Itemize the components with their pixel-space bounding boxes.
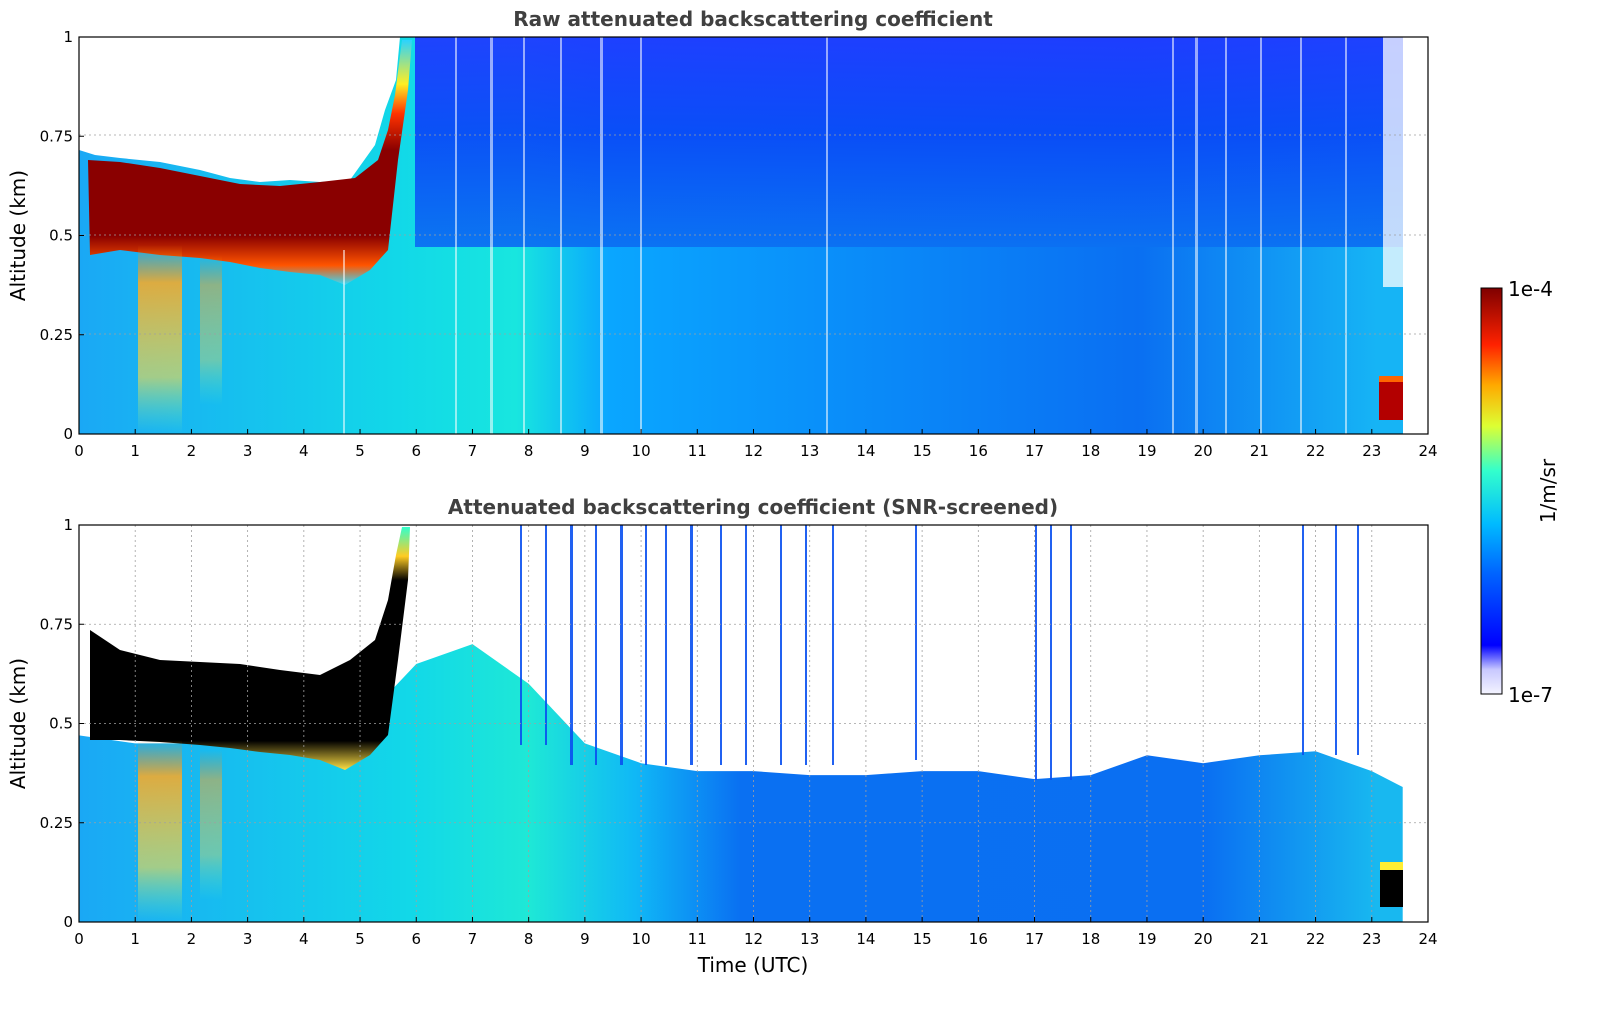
x-tick-label: 3 [243, 442, 253, 460]
panel-raw-ylabel: Altitude (km) [6, 170, 30, 301]
x-tick-label: 22 [1306, 930, 1325, 948]
x-tick-label: 4 [299, 442, 309, 460]
x-tick-label: 16 [969, 442, 988, 460]
x-tick-label: 1 [130, 442, 140, 460]
x-tick-label: 23 [1362, 930, 1381, 948]
panel-screened-ylabel: Altitude (km) [6, 658, 30, 789]
x-tick-label: 15 [913, 442, 932, 460]
x-tick-label: 11 [688, 442, 707, 460]
x-tick-label: 9 [580, 930, 590, 948]
y-tick-label: 0 [63, 913, 73, 931]
colorbar-unit-label: 1/m/sr [1536, 458, 1560, 523]
x-tick-label: 7 [468, 930, 478, 948]
raw-plume-1 [138, 245, 182, 434]
x-tick-label: 15 [913, 930, 932, 948]
screened-base-field [79, 644, 1403, 922]
x-axis-label: Time (UTC) [697, 953, 809, 977]
x-tick-label: 5 [355, 442, 365, 460]
screened-plume-1 [138, 740, 182, 922]
panel-screened-title: Attenuated backscattering coefficient (S… [448, 495, 1058, 519]
x-tick-label: 12 [744, 442, 763, 460]
x-tick-label: 13 [800, 442, 819, 460]
colorbar-max-label: 1e-4 [1508, 277, 1553, 301]
screened-grid [79, 525, 1428, 922]
y-tick-label: 0.25 [40, 814, 73, 832]
x-tick-label: 9 [580, 442, 590, 460]
y-tick-label: 1 [63, 28, 73, 46]
screened-vertical-lines [520, 525, 1359, 780]
x-tick-label: 18 [1081, 930, 1100, 948]
y-tick-label: 1 [63, 516, 73, 534]
colorbar-min-label: 1e-7 [1508, 683, 1553, 707]
raw-clear-sky [79, 37, 400, 182]
x-tick-label: 1 [130, 930, 140, 948]
screened-plume-2 [200, 750, 222, 900]
x-tick-label: 7 [468, 442, 478, 460]
raw-dropouts [343, 37, 1347, 434]
x-tick-label: 10 [632, 930, 651, 948]
x-tick-label: 10 [632, 442, 651, 460]
y-tick-label: 0.75 [40, 127, 73, 145]
y-tick-label: 0 [63, 425, 73, 443]
x-tick-label: 8 [524, 442, 534, 460]
x-tick-label: 20 [1194, 442, 1213, 460]
panel-raw-heatmap [79, 37, 1428, 434]
x-tick-label: 23 [1362, 442, 1381, 460]
x-tick-label: 4 [299, 930, 309, 948]
x-tick-label: 21 [1250, 442, 1269, 460]
raw-plume-2 [200, 255, 222, 405]
screened-cloud-layer [90, 527, 410, 770]
y-tick-label: 0.25 [40, 326, 73, 344]
panel-raw: Raw attenuated backscattering coefficien… [6, 7, 1438, 460]
y-tick-label: 0.5 [49, 715, 73, 733]
colorbar: 1e-4 1e-7 1/m/sr [1480, 277, 1560, 707]
x-tick-label: 2 [187, 930, 197, 948]
screened-late-cloud [1380, 870, 1403, 907]
x-tick-label: 18 [1081, 442, 1100, 460]
panel-screened-xticks: 0 1 2 3 4 5 6 7 8 9 10 11 12 13 14 15 16 17 18 19 20 21 22 23 24 [74, 917, 1438, 948]
x-tick-label: 24 [1418, 930, 1437, 948]
x-tick-label: 21 [1250, 930, 1269, 948]
raw-cloud-layer [88, 40, 412, 285]
x-tick-label: 20 [1194, 930, 1213, 948]
panel-screened-heatmap [79, 525, 1428, 922]
x-tick-label: 8 [524, 930, 534, 948]
x-tick-label: 16 [969, 930, 988, 948]
panel-screened-yticks: 0 0.25 0.5 0.75 1 [40, 516, 84, 931]
raw-late-cloud [1379, 380, 1403, 420]
x-tick-label: 12 [744, 930, 763, 948]
panel-raw-yticks: 0 0.25 0.5 0.75 1 [40, 28, 84, 443]
x-tick-label: 19 [1137, 442, 1156, 460]
x-tick-label: 13 [800, 930, 819, 948]
x-tick-label: 17 [1025, 442, 1044, 460]
y-tick-label: 0.5 [49, 227, 73, 245]
x-tick-label: 0 [74, 930, 84, 948]
x-tick-label: 2 [187, 442, 197, 460]
x-tick-label: 22 [1306, 442, 1325, 460]
y-tick-label: 0.75 [40, 615, 73, 633]
raw-upper-noise [415, 37, 1403, 247]
panel-raw-xticks: 0 1 2 3 4 5 6 7 8 9 10 11 12 13 14 15 16 17 18 19 20 21 22 23 24 [74, 429, 1438, 460]
x-tick-label: 14 [856, 442, 875, 460]
x-tick-label: 0 [74, 442, 84, 460]
x-tick-label: 14 [856, 930, 875, 948]
colorbar-gradient [1480, 287, 1503, 695]
x-tick-label: 24 [1418, 442, 1437, 460]
x-tick-label: 19 [1137, 930, 1156, 948]
x-tick-label: 5 [355, 930, 365, 948]
x-tick-label: 6 [411, 442, 421, 460]
panel-screened: Attenuated backscattering coefficient (S… [6, 495, 1438, 977]
x-tick-label: 3 [243, 930, 253, 948]
x-tick-label: 11 [688, 930, 707, 948]
x-tick-label: 17 [1025, 930, 1044, 948]
panel-raw-title: Raw attenuated backscattering coefficien… [513, 7, 993, 31]
x-tick-label: 6 [411, 930, 421, 948]
